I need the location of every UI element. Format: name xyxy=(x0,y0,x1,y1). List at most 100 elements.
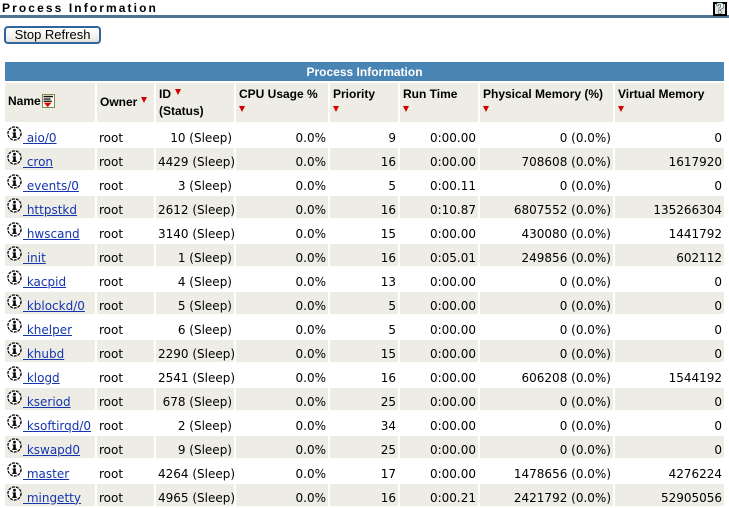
sort-descending-icon[interactable] xyxy=(141,97,148,103)
physical-memory-cell: 249856 (0.0%) xyxy=(480,244,613,266)
physical-memory-cell: 0 (0.0%) xyxy=(480,388,613,410)
process-link[interactable]: kacpid xyxy=(23,274,67,289)
info-icon[interactable] xyxy=(7,198,22,213)
physical-memory-cell: 0 (0.0%) xyxy=(480,268,613,290)
info-icon[interactable] xyxy=(7,222,22,237)
process-link[interactable]: khelper xyxy=(23,322,73,337)
table-title-bar: Process Information xyxy=(5,62,725,81)
id-status-cell: 4264 (Sleep) xyxy=(156,460,234,482)
virtual-memory-cell: 1441792 xyxy=(615,220,725,242)
cpu-usage-cell: 0.0% xyxy=(236,364,328,386)
virtual-memory-cell: 1617920 xyxy=(615,148,725,170)
info-icon[interactable] xyxy=(7,174,22,189)
info-icon[interactable] xyxy=(7,318,22,333)
owner-cell: root xyxy=(97,460,154,482)
run-time-cell: 0:00.00 xyxy=(400,124,478,146)
info-icon[interactable] xyxy=(7,150,22,165)
column-label-line2: (Status) xyxy=(159,103,204,118)
sort-descending-icon[interactable] xyxy=(403,105,409,112)
owner-cell: root xyxy=(97,172,154,194)
sort-descending-icon[interactable] xyxy=(175,88,181,95)
process-link[interactable]: mingetty xyxy=(23,490,81,505)
owner-cell: root xyxy=(97,364,154,386)
priority-cell: 9 xyxy=(330,124,398,146)
owner-cell: root xyxy=(97,292,154,314)
priority-cell: 5 xyxy=(330,172,398,194)
id-status-cell: 3140 (Sleep) xyxy=(156,220,234,242)
info-icon[interactable] xyxy=(7,270,22,285)
priority-cell: 16 xyxy=(330,484,398,506)
virtual-memory-cell: 0 xyxy=(615,124,725,146)
priority-cell: 5 xyxy=(330,292,398,314)
process-link[interactable]: kblockd/0 xyxy=(23,298,85,313)
priority-cell: 34 xyxy=(330,412,398,434)
priority-cell: 25 xyxy=(330,388,398,410)
run-time-cell: 0:00.00 xyxy=(400,148,478,170)
id-status-cell: 9 (Sleep) xyxy=(156,436,234,458)
virtual-memory-cell: 135266304 xyxy=(615,196,725,218)
process-row: events/0 root 3 (Sleep) 0.0% 5 0:00.11 0 (0.0%… xyxy=(5,172,725,194)
process-table: Process Information Name Owner ID (Status) C… xyxy=(3,60,726,508)
physical-memory-cell: 708608 (0.0%) xyxy=(480,148,613,170)
process-name-cell: events/0 xyxy=(5,172,95,194)
process-link[interactable]: ksoftirqd/0 xyxy=(23,418,92,433)
process-link[interactable]: kswapd0 xyxy=(23,442,81,457)
info-icon[interactable] xyxy=(7,414,22,429)
run-time-cell: 0:00.00 xyxy=(400,220,478,242)
sort-descending-icon[interactable] xyxy=(333,105,339,112)
physical-memory-cell: 0 (0.0%) xyxy=(480,316,613,338)
info-icon[interactable] xyxy=(7,126,22,141)
process-link[interactable]: init xyxy=(23,250,46,265)
process-link[interactable]: events/0 xyxy=(23,178,79,193)
sort-filter-icon[interactable] xyxy=(41,93,55,113)
stop-refresh-button[interactable]: Stop Refresh xyxy=(4,25,101,44)
info-icon[interactable] xyxy=(7,294,22,309)
cpu-usage-cell: 0.0% xyxy=(236,340,328,362)
process-name-cell: kblockd/0 xyxy=(5,292,95,314)
owner-cell: root xyxy=(97,388,154,410)
virtual-memory-cell: 0 xyxy=(615,316,725,338)
info-icon[interactable] xyxy=(7,462,22,477)
priority-cell: 16 xyxy=(330,364,398,386)
process-row: ksoftirqd/0 root 2 (Sleep) 0.0% 34 0:00.00 0 (… xyxy=(5,412,725,434)
owner-cell: root xyxy=(97,148,154,170)
priority-cell: 17 xyxy=(330,460,398,482)
process-link[interactable]: khubd xyxy=(23,346,65,361)
column-header-cpu: CPU Usage % xyxy=(236,83,328,122)
process-link[interactable]: hwscand xyxy=(23,226,80,241)
virtual-memory-cell: 1544192 xyxy=(615,364,725,386)
sort-descending-icon[interactable] xyxy=(483,105,489,112)
info-icon[interactable] xyxy=(7,390,22,405)
info-icon[interactable] xyxy=(7,246,22,261)
column-header-owner: Owner xyxy=(97,83,154,122)
process-link[interactable]: klogd xyxy=(23,370,60,385)
cpu-usage-cell: 0.0% xyxy=(236,244,328,266)
info-icon[interactable] xyxy=(7,342,22,357)
id-status-cell: 5 (Sleep) xyxy=(156,292,234,314)
virtual-memory-cell: 0 xyxy=(615,412,725,434)
process-row: cron root 4429 (Sleep) 0.0% 16 0:00.00 708608 … xyxy=(5,148,725,170)
virtual-memory-cell: 602112 xyxy=(615,244,725,266)
process-link[interactable]: aio/0 xyxy=(23,130,57,145)
id-status-cell: 2 (Sleep) xyxy=(156,412,234,434)
owner-cell: root xyxy=(97,268,154,290)
sort-descending-icon[interactable] xyxy=(618,105,624,112)
column-header-name: Name xyxy=(5,83,95,122)
virtual-memory-cell: 0 xyxy=(615,388,725,410)
help-icon[interactable]: ? xyxy=(713,1,727,18)
process-name-cell: hwscand xyxy=(5,220,95,242)
process-name-cell: ksoftirqd/0 xyxy=(5,412,95,434)
run-time-cell: 0:00.00 xyxy=(400,412,478,434)
cpu-usage-cell: 0.0% xyxy=(236,436,328,458)
id-status-cell: 4 (Sleep) xyxy=(156,268,234,290)
sort-descending-icon[interactable] xyxy=(239,105,245,112)
svg-text:?: ? xyxy=(716,2,724,16)
process-link[interactable]: master xyxy=(23,466,70,481)
info-icon[interactable] xyxy=(7,438,22,453)
process-link[interactable]: httpstkd xyxy=(23,202,77,217)
info-icon[interactable] xyxy=(7,366,22,381)
physical-memory-cell: 0 (0.0%) xyxy=(480,412,613,434)
id-status-cell: 2290 (Sleep) xyxy=(156,340,234,362)
process-link[interactable]: cron xyxy=(23,154,54,169)
process-link[interactable]: kseriod xyxy=(23,394,71,409)
